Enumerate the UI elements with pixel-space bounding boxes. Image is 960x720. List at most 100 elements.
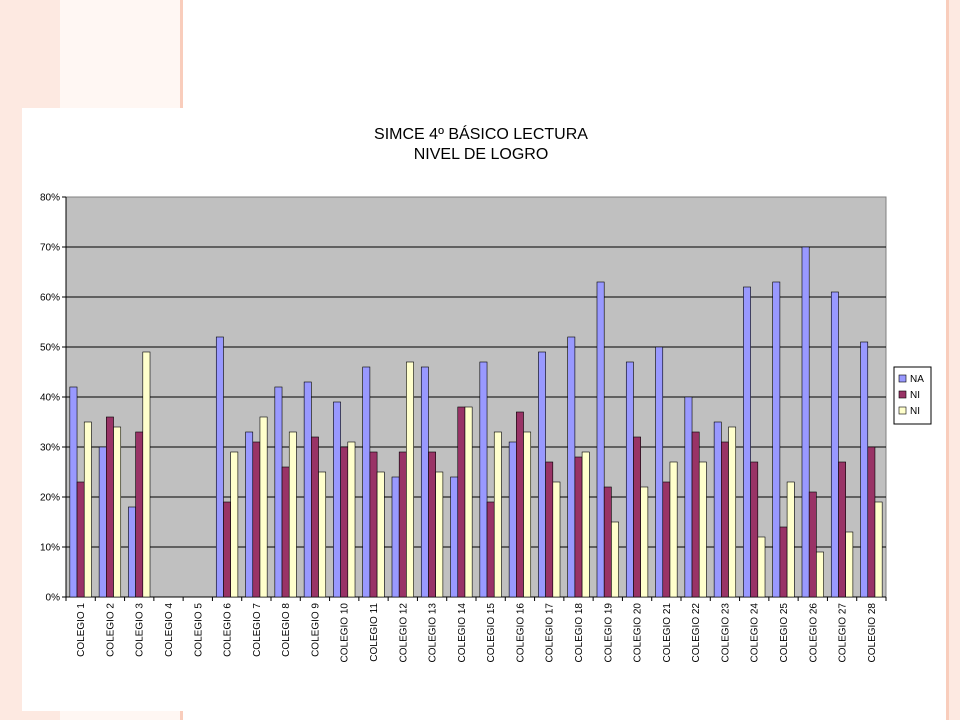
right-stripe — [949, 0, 960, 720]
legend-label: NI — [910, 390, 920, 401]
legend-swatch — [898, 390, 907, 399]
bar-ni-2 — [252, 441, 261, 598]
bar-ni-3 — [142, 351, 151, 598]
bar-ni-2 — [867, 446, 876, 598]
bar-ni-3 — [874, 501, 883, 598]
y-tick-label: 20% — [40, 493, 60, 504]
y-tick-label: 60% — [40, 293, 60, 304]
bar-na-1 — [743, 286, 751, 598]
bar-na-1 — [860, 341, 869, 598]
bar-ni-3 — [845, 531, 854, 598]
bar-ni-3 — [113, 426, 122, 598]
bar-ni-3 — [376, 471, 385, 598]
bar-na-1 — [508, 441, 517, 598]
bar-ni-3 — [669, 461, 678, 598]
bar-ni-2 — [135, 431, 144, 598]
bar-ni-3 — [523, 431, 532, 598]
x-tick-label: COLEGIO 5 — [193, 603, 204, 657]
bar-ni-2 — [398, 451, 407, 598]
bar-na-1 — [479, 361, 488, 598]
bar-na-1 — [830, 291, 839, 598]
bar-na-1 — [772, 281, 781, 598]
bar-ni-2 — [603, 486, 612, 598]
chart-title-line-1: SIMCE 4º BÁSICO LECTURA — [374, 124, 588, 143]
bar-na-1 — [274, 386, 283, 598]
x-tick-label: COLEGIO 14 — [457, 603, 468, 663]
x-tick-label: COLEGIO 20 — [633, 603, 644, 663]
bar-ni-3 — [464, 406, 473, 598]
y-tick-label: 80% — [40, 193, 60, 204]
x-tick-label: COLEGIO 7 — [252, 603, 263, 657]
bar-na-1 — [801, 246, 810, 598]
bar-ni-2 — [662, 481, 671, 598]
bars — [69, 246, 883, 598]
bar-ni-3 — [435, 471, 444, 598]
y-tick-label: 10% — [40, 543, 60, 554]
bar-ni-2 — [574, 456, 583, 598]
bar-ni-3 — [698, 461, 707, 598]
y-tick-label: 0% — [46, 593, 61, 604]
legend-label: NA — [910, 374, 924, 385]
right-divider-line — [946, 0, 949, 720]
bar-ni-3 — [406, 361, 414, 598]
legend: NA NI NI — [893, 366, 932, 425]
bar-na-1 — [596, 281, 605, 598]
x-tick-label: COLEGIO 11 — [369, 603, 380, 662]
bar-na-1 — [684, 396, 693, 598]
bar-na-1 — [98, 446, 107, 598]
bar-ni-3 — [611, 521, 619, 598]
bar-na-1 — [567, 336, 576, 598]
x-tick-label: COLEGIO 2 — [105, 603, 116, 657]
x-tick-label: COLEGIO 9 — [310, 603, 321, 657]
bar-ni-2 — [76, 481, 85, 598]
bar-na-1 — [420, 366, 429, 598]
x-tick-label: COLEGIO 23 — [720, 603, 731, 663]
bar-ni-2 — [311, 436, 319, 598]
bar-ni-3 — [581, 451, 590, 598]
x-axis: COLEGIO 1 COLEGIO 2 COLEGIO 3 COLEGIO 4 COLE… — [65, 597, 887, 663]
bar-ni-3 — [259, 416, 268, 598]
bar-na-1 — [333, 401, 341, 598]
x-tick-label: COLEGIO 17 — [545, 603, 556, 663]
bar-ni-3 — [318, 471, 327, 598]
x-tick-label: COLEGIO 27 — [838, 603, 849, 663]
bar-ni-2 — [486, 501, 495, 598]
y-tick-label: 40% — [40, 393, 60, 404]
x-tick-label: COLEGIO 1 — [76, 603, 87, 657]
bar-ni-2 — [750, 461, 759, 598]
bar-ni-3 — [493, 431, 502, 598]
bar-na-1 — [362, 366, 371, 598]
x-tick-label: COLEGIO 16 — [515, 603, 526, 663]
bar-na-1 — [538, 351, 546, 598]
legend-label: NI — [910, 406, 920, 417]
bar-ni-2 — [721, 441, 729, 598]
bar-ni-2 — [633, 436, 641, 598]
bar-ni-2 — [691, 431, 700, 598]
bar-na-1 — [215, 336, 224, 598]
bar-ni-3 — [816, 551, 824, 598]
x-tick-label: COLEGIO 4 — [164, 603, 175, 657]
bar-ni-3 — [83, 421, 92, 598]
bar-ni-2 — [106, 416, 114, 598]
bar-ni-2 — [281, 466, 290, 598]
x-tick-label: COLEGIO 15 — [486, 603, 497, 663]
legend-swatch — [898, 374, 907, 383]
y-tick-label: 50% — [40, 343, 60, 354]
bar-ni-2 — [516, 411, 524, 598]
x-tick-label: COLEGIO 19 — [603, 603, 614, 663]
x-tick-label: COLEGIO 6 — [223, 603, 234, 657]
bar-ni-2 — [808, 491, 817, 598]
bar-ni-2 — [369, 451, 378, 598]
bar-ni-3 — [728, 426, 737, 598]
bar-ni-2 — [428, 451, 436, 598]
bar-na-1 — [245, 431, 254, 598]
bar-ni-3 — [230, 451, 239, 598]
legend-swatch — [898, 406, 907, 415]
bar-ni-2 — [457, 406, 466, 598]
bar-ni-3 — [640, 486, 649, 598]
bar-na-1 — [128, 506, 136, 598]
bar-ni-3 — [786, 481, 795, 598]
x-tick-label: COLEGIO 18 — [574, 603, 585, 663]
x-tick-label: COLEGIO 22 — [691, 603, 702, 663]
